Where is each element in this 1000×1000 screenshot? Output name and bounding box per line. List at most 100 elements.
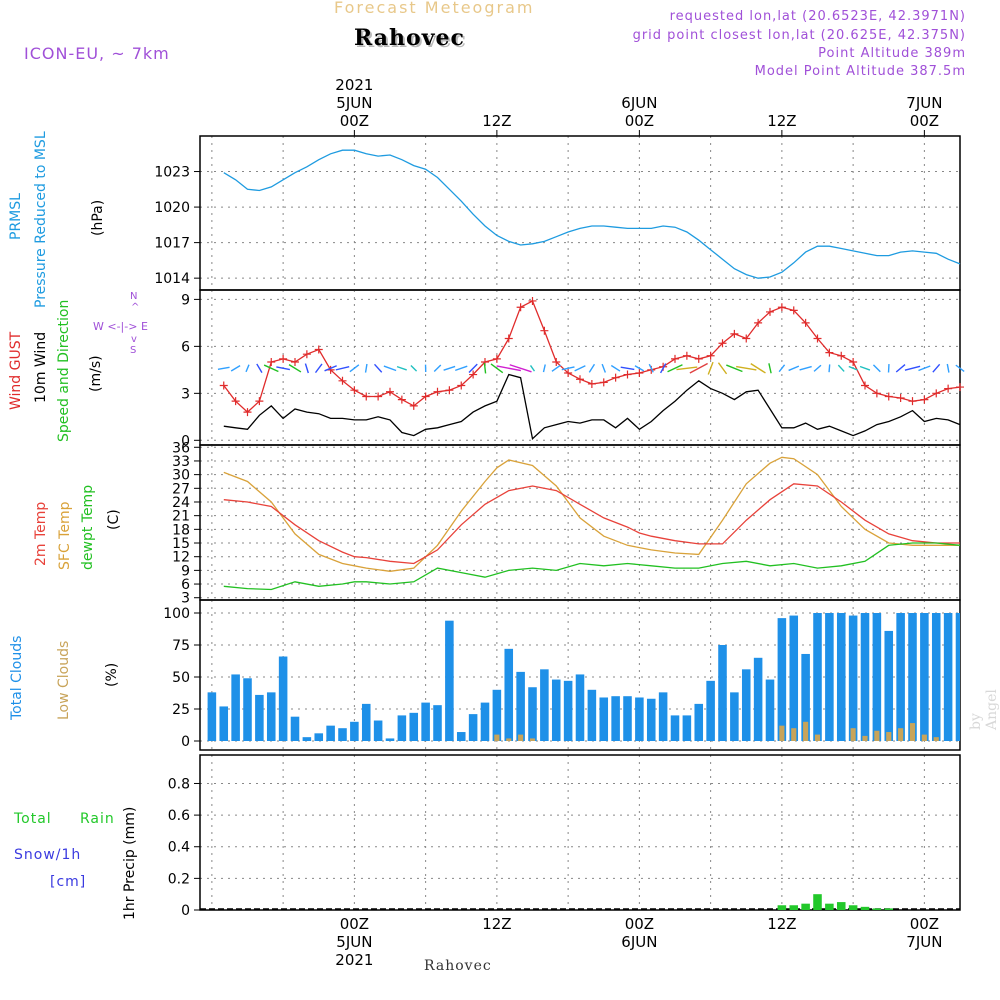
low-cloud-bar (909, 723, 916, 741)
bottom-time-label: 00Z (910, 915, 939, 933)
bottom-time-label: 2021 (335, 951, 373, 969)
wind-direction-arrow (955, 364, 965, 372)
total-cloud-bar (706, 680, 715, 741)
total-cloud-bar (765, 679, 775, 741)
total-cloud-bar (492, 689, 502, 741)
gust-marker (362, 392, 371, 401)
gust-marker (849, 358, 858, 367)
low-cloud-bar (791, 728, 797, 741)
gust-marker (908, 397, 917, 406)
wind-direction-arrow (561, 366, 575, 371)
total-cloud-bar (433, 705, 442, 741)
location-title: Rahovec (354, 25, 465, 51)
total-cloud-bar (409, 712, 419, 741)
top-time-label: 00Z (340, 112, 369, 130)
total-cloud-bar (670, 715, 680, 741)
top-time-label: 6JUN (621, 94, 657, 112)
top-time-label: 00Z (625, 112, 654, 130)
grid-point-coords: grid point closest lon,lat (20.625E, 42.… (632, 28, 966, 43)
gust-marker (231, 397, 240, 406)
wind-direction-arrow (872, 364, 881, 373)
wind-direction-arrow (490, 363, 504, 374)
y-tick-label: 15 (172, 536, 190, 552)
total-cloud-bar (587, 689, 597, 741)
gust-marker (611, 373, 620, 382)
wind-direction-arrow (288, 364, 302, 373)
y-tick-label: 0.2 (168, 871, 190, 887)
low-cloud-bar (921, 734, 927, 741)
wind-direction-arrow (468, 363, 478, 373)
low-cloud-bar (814, 734, 821, 741)
wind-direction-arrow (813, 364, 822, 372)
snow-label: Snow/1h (14, 847, 82, 863)
total-cloud-bar (540, 669, 549, 741)
total-cloud-bar (836, 613, 846, 741)
gust-marker (433, 387, 442, 396)
gust-marker (932, 389, 941, 398)
low-cloud-bar (803, 721, 809, 741)
wind-direction-arrow (455, 365, 468, 372)
total-cloud-bar (290, 716, 300, 741)
low-cloud-bar (898, 728, 904, 741)
total-cloud-bar (255, 694, 264, 741)
total-cloud-bar (516, 671, 525, 741)
gust-marker (706, 351, 715, 360)
y-tick-label: 21 (172, 509, 190, 525)
total-cloud-bar (801, 653, 810, 741)
low-cloud-bar (874, 730, 880, 741)
gust-marker (694, 354, 703, 363)
wind-direction-arrow (895, 364, 906, 373)
wind-direction-arrow (768, 363, 772, 374)
gust-marker (267, 358, 276, 367)
gust-marker (742, 334, 751, 343)
gust-marker (516, 303, 525, 312)
low-cloud-bar (862, 735, 868, 741)
total-cloud-bar (326, 725, 335, 741)
wind-direction-arrow (932, 363, 941, 373)
compass-down: v (131, 334, 137, 345)
low-cloud-bar (886, 732, 892, 741)
total-cloud-bar (350, 721, 359, 741)
total-cloud-bar (302, 737, 312, 741)
total-cloud-bar (338, 728, 347, 741)
total-cloud-bar (694, 703, 704, 741)
total-cloud-bar (789, 615, 799, 741)
gust-marker (682, 351, 691, 360)
total-cloud-bar (611, 696, 620, 741)
wind-direction-arrow (276, 366, 291, 371)
gust-marker (397, 395, 406, 404)
y-tick-label: 0.6 (168, 808, 190, 824)
compass-n: N (130, 291, 138, 302)
gust-marker (825, 348, 834, 357)
total-cloud-bar (682, 715, 692, 741)
wind-direction-arrow (364, 363, 368, 373)
gust-marker (801, 318, 810, 327)
rain-bar (825, 903, 834, 910)
gust-marker (896, 394, 905, 403)
top-time-label: 12Z (767, 112, 796, 130)
gust-marker (623, 370, 632, 379)
bottom-time-label: 12Z (767, 915, 796, 933)
wind-direction-arrow (620, 366, 635, 371)
sfc-temp-line (223, 456, 960, 572)
rain-bar (801, 903, 810, 910)
low-cloud-bar (518, 734, 524, 741)
wind-direction-arrow (659, 363, 667, 374)
y-tick-label: 0.8 (168, 776, 190, 792)
y-tick-label: 1023 (154, 165, 190, 181)
rain-label-b: Rain (80, 811, 115, 827)
gust-marker (789, 306, 798, 315)
pressure-line (223, 149, 961, 279)
wind-direction-arrow (383, 365, 397, 372)
total-cloud-bar (456, 732, 466, 741)
wind-direction-arrow (551, 364, 561, 372)
compass-s: S (130, 345, 137, 356)
y-tick-label: 1014 (154, 271, 190, 287)
total-cloud-bar (373, 720, 383, 741)
gust-marker (279, 354, 288, 363)
y-tick-label: 36 (172, 440, 190, 456)
y-tick-label: 12 (172, 550, 190, 566)
model-altitude: Model Point Altitude 387.5m (754, 64, 966, 79)
y-tick-label: 3 (181, 591, 190, 607)
